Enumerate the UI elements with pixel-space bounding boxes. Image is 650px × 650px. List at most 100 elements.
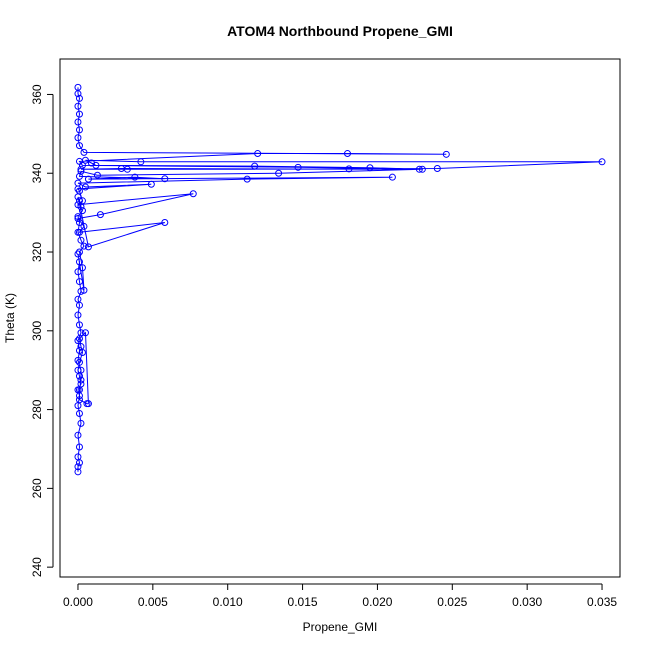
data-point <box>74 337 82 345</box>
x-axis-label: Propene_GMI <box>303 620 378 634</box>
data-point <box>74 463 82 471</box>
data-point <box>147 180 155 188</box>
data-point <box>74 201 82 209</box>
data-point <box>81 329 89 337</box>
data-point <box>74 268 82 276</box>
data-point <box>294 163 302 171</box>
series-layer <box>74 83 606 476</box>
data-point <box>345 165 353 173</box>
data-point <box>161 218 169 226</box>
data-point <box>75 346 83 354</box>
x-tick-label: 0.005 <box>138 595 168 609</box>
data-point <box>433 165 441 173</box>
data-point <box>75 142 83 150</box>
data-point <box>75 358 83 366</box>
data-point <box>251 162 259 170</box>
data-point <box>74 134 82 142</box>
data-point <box>92 161 100 169</box>
data-point <box>74 295 82 303</box>
data-point <box>75 258 83 266</box>
data-point <box>75 157 83 165</box>
data-point <box>78 207 86 215</box>
data-point <box>74 468 82 476</box>
data-point <box>74 356 82 364</box>
data-point <box>74 431 82 439</box>
x-tick-label: 0.025 <box>437 595 467 609</box>
data-point <box>75 321 83 329</box>
data-point <box>74 179 82 187</box>
data-point <box>75 410 83 418</box>
data-point <box>93 171 101 179</box>
x-tick-label: 0.020 <box>362 595 392 609</box>
data-point <box>75 197 83 205</box>
data-point <box>343 150 351 158</box>
data-point <box>74 213 82 221</box>
data-point <box>80 222 88 230</box>
data-point <box>415 165 423 173</box>
data-point <box>80 148 88 156</box>
data-point <box>75 187 83 195</box>
y-tick-label: 240 <box>30 557 44 577</box>
data-point <box>75 396 83 404</box>
data-point <box>77 376 85 384</box>
data-point <box>161 175 169 183</box>
y-tick-label: 320 <box>30 242 44 262</box>
y-axis-label: Theta (K) <box>3 293 17 343</box>
y-axis: 240 260 280 300 320 340 360 <box>30 84 54 577</box>
data-point <box>80 242 88 250</box>
x-tick-label: 0.010 <box>213 595 243 609</box>
y-tick-label: 280 <box>30 399 44 419</box>
data-point <box>74 215 82 223</box>
data-point <box>77 165 85 173</box>
data-point <box>75 126 83 134</box>
data-point <box>442 150 450 158</box>
data-point <box>75 110 83 118</box>
x-axis: 0.000 0.005 0.010 0.015 0.020 0.025 0.030 0.035 <box>63 583 617 609</box>
data-point <box>74 83 82 91</box>
data-point <box>74 102 82 110</box>
plot-area <box>59 58 621 578</box>
x-tick-label: 0.030 <box>512 595 542 609</box>
data-point <box>74 453 82 461</box>
x-tick-label: 0.015 <box>288 595 318 609</box>
y-tick-label: 260 <box>30 478 44 498</box>
data-point <box>243 175 251 183</box>
y-tick-label: 300 <box>30 320 44 340</box>
data-point <box>77 343 85 351</box>
data-point <box>77 236 85 244</box>
data-point <box>84 243 92 251</box>
y-tick-label: 340 <box>30 163 44 183</box>
data-point <box>598 158 606 166</box>
data-point <box>131 173 139 181</box>
data-point <box>81 183 89 191</box>
data-point <box>137 158 145 166</box>
data-point <box>275 169 283 177</box>
data-point <box>189 190 197 198</box>
data-point <box>77 287 85 295</box>
data-point <box>366 164 374 172</box>
data-point <box>84 175 92 183</box>
data-point <box>123 165 131 173</box>
data-point <box>74 250 82 258</box>
series-line <box>76 87 603 472</box>
data-point <box>78 197 86 205</box>
data-point <box>75 443 83 451</box>
data-point <box>75 172 83 180</box>
data-point <box>96 211 104 219</box>
data-point <box>254 150 262 158</box>
data-point <box>75 386 83 394</box>
data-point <box>77 329 85 337</box>
x-tick-label: 0.035 <box>587 595 617 609</box>
x-tick-label: 0.000 <box>63 595 93 609</box>
y-tick-label: 360 <box>30 84 44 104</box>
data-point <box>78 264 86 272</box>
data-point <box>75 278 83 286</box>
data-point <box>75 94 83 102</box>
data-point <box>74 366 82 374</box>
data-point <box>74 311 82 319</box>
data-point <box>74 118 82 126</box>
data-point <box>75 228 83 236</box>
data-point <box>388 173 396 181</box>
data-point <box>418 165 426 173</box>
